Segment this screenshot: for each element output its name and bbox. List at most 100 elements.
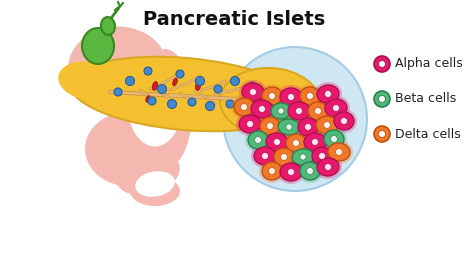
- Ellipse shape: [309, 144, 335, 168]
- Ellipse shape: [321, 127, 347, 151]
- Circle shape: [379, 96, 386, 102]
- Ellipse shape: [301, 130, 329, 154]
- Circle shape: [287, 93, 294, 100]
- Ellipse shape: [234, 98, 254, 116]
- Circle shape: [188, 98, 196, 106]
- Circle shape: [269, 93, 276, 100]
- Ellipse shape: [262, 162, 282, 180]
- Ellipse shape: [245, 128, 271, 152]
- Circle shape: [379, 130, 386, 138]
- Ellipse shape: [325, 99, 347, 117]
- Circle shape: [333, 105, 339, 111]
- Circle shape: [196, 77, 205, 86]
- Ellipse shape: [260, 117, 280, 135]
- Ellipse shape: [239, 80, 267, 104]
- Ellipse shape: [152, 82, 158, 90]
- Ellipse shape: [286, 134, 306, 152]
- Ellipse shape: [275, 116, 303, 138]
- Ellipse shape: [285, 99, 313, 123]
- Ellipse shape: [288, 102, 310, 120]
- Ellipse shape: [127, 62, 183, 147]
- Ellipse shape: [295, 115, 321, 139]
- Ellipse shape: [314, 155, 342, 179]
- Ellipse shape: [268, 100, 294, 122]
- Ellipse shape: [259, 159, 285, 183]
- Ellipse shape: [283, 98, 287, 105]
- Ellipse shape: [58, 62, 118, 100]
- Ellipse shape: [262, 87, 282, 105]
- Ellipse shape: [173, 78, 177, 86]
- Circle shape: [214, 85, 222, 93]
- Ellipse shape: [292, 149, 314, 165]
- Circle shape: [262, 153, 269, 159]
- Ellipse shape: [251, 100, 273, 118]
- Ellipse shape: [325, 140, 353, 164]
- Ellipse shape: [283, 131, 309, 155]
- Circle shape: [114, 88, 122, 96]
- Circle shape: [314, 108, 322, 114]
- Ellipse shape: [331, 109, 357, 133]
- Ellipse shape: [289, 146, 317, 168]
- Circle shape: [125, 77, 134, 86]
- Ellipse shape: [280, 163, 302, 181]
- Ellipse shape: [317, 85, 339, 103]
- Ellipse shape: [263, 130, 291, 154]
- Circle shape: [379, 60, 386, 68]
- Ellipse shape: [280, 88, 302, 106]
- Ellipse shape: [135, 171, 175, 197]
- Ellipse shape: [101, 17, 115, 35]
- Ellipse shape: [257, 114, 283, 138]
- Ellipse shape: [251, 144, 279, 168]
- Circle shape: [249, 89, 256, 95]
- Text: Delta cells: Delta cells: [395, 128, 461, 140]
- Circle shape: [231, 77, 240, 86]
- Circle shape: [341, 117, 347, 124]
- Circle shape: [374, 91, 390, 107]
- Ellipse shape: [305, 99, 331, 123]
- Ellipse shape: [271, 103, 291, 119]
- Circle shape: [248, 82, 256, 90]
- Circle shape: [148, 97, 156, 105]
- Ellipse shape: [297, 159, 323, 183]
- Ellipse shape: [220, 68, 320, 136]
- Ellipse shape: [248, 97, 276, 121]
- Circle shape: [247, 121, 253, 128]
- Ellipse shape: [328, 143, 350, 161]
- Ellipse shape: [324, 130, 344, 148]
- Ellipse shape: [259, 84, 285, 108]
- Circle shape: [281, 154, 287, 161]
- Ellipse shape: [314, 82, 342, 106]
- Circle shape: [269, 168, 276, 175]
- Ellipse shape: [274, 148, 294, 166]
- Ellipse shape: [70, 44, 130, 84]
- Circle shape: [255, 136, 262, 143]
- Circle shape: [144, 67, 152, 75]
- Circle shape: [374, 56, 390, 72]
- Ellipse shape: [248, 131, 268, 149]
- Circle shape: [274, 139, 280, 145]
- Ellipse shape: [316, 116, 338, 134]
- Circle shape: [241, 103, 248, 110]
- Ellipse shape: [236, 112, 264, 136]
- Circle shape: [319, 153, 325, 159]
- Ellipse shape: [116, 153, 180, 195]
- Circle shape: [168, 100, 176, 109]
- Ellipse shape: [317, 158, 339, 176]
- Ellipse shape: [85, 111, 175, 186]
- Circle shape: [286, 124, 292, 130]
- Ellipse shape: [304, 133, 326, 151]
- Ellipse shape: [271, 145, 297, 169]
- Circle shape: [300, 154, 306, 160]
- Ellipse shape: [322, 96, 350, 120]
- Ellipse shape: [231, 95, 257, 119]
- Circle shape: [325, 91, 331, 97]
- Text: Beta cells: Beta cells: [395, 92, 456, 106]
- Circle shape: [205, 101, 214, 111]
- Ellipse shape: [334, 112, 354, 130]
- Ellipse shape: [82, 28, 114, 64]
- Ellipse shape: [68, 26, 168, 111]
- Circle shape: [287, 169, 294, 175]
- Circle shape: [223, 47, 367, 191]
- Circle shape: [336, 149, 343, 155]
- Ellipse shape: [254, 147, 276, 165]
